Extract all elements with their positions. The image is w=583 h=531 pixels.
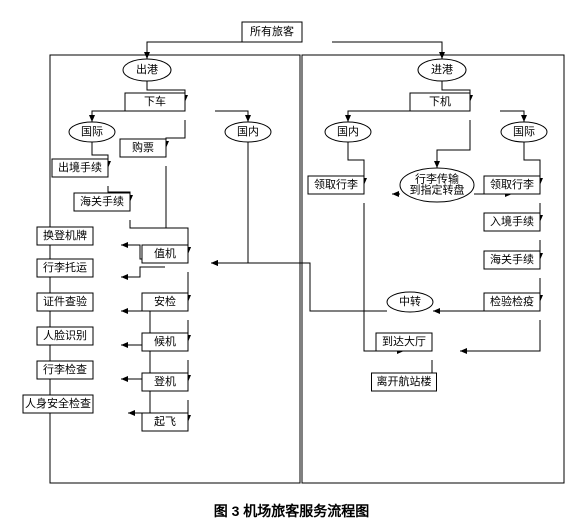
node-label: 购票 (132, 140, 154, 154)
node-getoff-plane: 下机 (410, 93, 470, 111)
node-label: 人脸识别 (43, 328, 87, 342)
node-label: 出境手续 (58, 160, 102, 174)
airport-flowchart: 所有旅客出港下车国际国内购票出境手续海关手续值机换登机牌行李托运安检证件查验人脸… (10, 10, 583, 495)
node-label: 海关手续 (80, 194, 124, 208)
node-arrive: 进港 (418, 59, 466, 81)
node-board: 登机 (142, 373, 188, 391)
node-dom-r: 国内 (325, 122, 371, 142)
node-label: 到指定转盘 (410, 183, 465, 197)
node-customs-l: 海关手续 (74, 193, 130, 211)
node-label: 候机 (154, 334, 176, 348)
node-label: 行李检查 (43, 362, 87, 376)
node-checkin: 值机 (142, 245, 188, 263)
node-quarantine: 检验检疫 (484, 293, 540, 311)
node-label: 值机 (154, 246, 176, 260)
node-label: 人身安全检查 (25, 396, 91, 410)
node-leave: 离开航站楼 (372, 373, 437, 391)
node-label: 领取行李 (314, 177, 358, 191)
node-label: 下机 (429, 94, 451, 108)
node-label: 安检 (154, 294, 176, 308)
node-label: 行李传输 (415, 172, 459, 186)
node-buy-ticket: 购票 (120, 139, 166, 157)
node-label: 入境手续 (490, 214, 534, 228)
node-label: 起飞 (154, 415, 176, 428)
node-takeoff: 起飞 (142, 413, 188, 431)
node-label: 国际 (513, 125, 535, 138)
node-bag-check: 行李托运 (37, 259, 93, 277)
node-label: 领取行李 (490, 177, 534, 191)
node-body-check: 人身安全检查 (23, 395, 93, 413)
node-label: 到达大厅 (382, 334, 426, 348)
node-exit-proc: 出境手续 (52, 159, 108, 177)
node-label: 所有旅客 (250, 24, 294, 38)
node-label: 中转 (399, 294, 421, 308)
node-wait: 候机 (142, 333, 188, 351)
node-label: 下车 (144, 94, 166, 108)
node-baggage-r: 领取行李 (484, 176, 540, 194)
node-intl-l: 国际 (69, 122, 115, 142)
node-all: 所有旅客 (242, 22, 302, 42)
node-change-bp: 换登机牌 (37, 227, 93, 245)
node-dom-l: 国内 (225, 122, 271, 142)
node-label: 国际 (81, 125, 103, 138)
node-bag-inspect: 行李检查 (37, 361, 93, 379)
node-label: 国内 (237, 124, 259, 138)
node-entry-proc: 入境手续 (484, 213, 540, 231)
node-label: 出港 (136, 62, 158, 76)
node-label: 换登机牌 (43, 228, 87, 242)
node-bag-conv: 行李传输到指定转盘 (400, 168, 474, 202)
node-label: 离开航站楼 (377, 374, 432, 388)
node-label: 国内 (337, 124, 359, 138)
node-face-rec: 人脸识别 (37, 327, 93, 345)
node-label: 证件查验 (43, 294, 87, 308)
node-depart: 出港 (123, 59, 171, 81)
node-security: 安检 (142, 293, 188, 311)
node-customs-r: 海关手续 (484, 251, 540, 269)
node-label: 行李托运 (43, 260, 87, 274)
node-transfer: 中转 (387, 292, 433, 312)
node-getoff-bus: 下车 (125, 93, 185, 111)
node-label: 登机 (154, 374, 176, 388)
node-label: 进港 (431, 63, 453, 76)
figure-caption: 图 3 机场旅客服务流程图 (10, 501, 573, 521)
node-arrival-hall: 到达大厅 (376, 333, 432, 351)
node-intl-r: 国际 (501, 122, 547, 142)
node-id-check: 证件查验 (37, 293, 93, 311)
node-baggage-l: 领取行李 (308, 176, 364, 194)
node-label: 检验检疫 (490, 294, 534, 308)
node-label: 海关手续 (490, 252, 534, 266)
